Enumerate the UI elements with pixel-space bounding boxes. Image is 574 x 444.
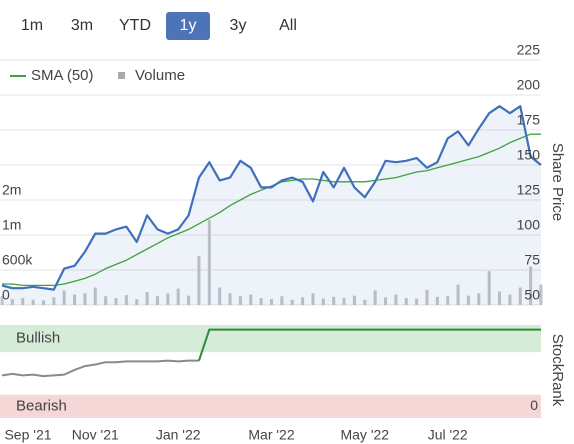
volume-bar	[176, 288, 180, 305]
x-tick-label: Jan '22	[156, 427, 201, 443]
range-button[interactable]: 3y	[229, 17, 247, 34]
volume-bar	[342, 298, 346, 305]
volume-bar	[363, 299, 367, 305]
volume-bar	[352, 295, 356, 305]
volume-bar	[280, 296, 284, 305]
legend-swatch	[118, 72, 125, 79]
y2-tick-label: 2m	[2, 182, 21, 198]
volume-bar	[31, 299, 35, 305]
price-line	[1, 105, 542, 291]
range-button[interactable]: 1m	[20, 17, 44, 34]
volume-bar	[529, 266, 533, 305]
range-button[interactable]: 3m	[70, 17, 94, 34]
volume-bar	[539, 284, 543, 305]
rank-line	[1, 359, 199, 378]
legend-label: Volume	[135, 67, 185, 84]
volume-bar	[477, 293, 481, 305]
volume-bar	[456, 284, 460, 305]
volume-bar	[218, 287, 222, 305]
volume-bar	[332, 296, 336, 305]
volume-bar	[135, 299, 139, 305]
y-tick-label: 50	[524, 287, 540, 303]
volume-bar	[425, 289, 429, 305]
range-button[interactable]: All	[279, 17, 297, 34]
volume-bar	[446, 296, 450, 305]
volume-bar	[166, 293, 170, 305]
y2-tick-label: 600k	[2, 252, 33, 268]
sma-line	[2, 133, 541, 287]
volume-bar	[73, 294, 77, 305]
volume-bar	[124, 295, 128, 305]
x-tick-label: Mar '22	[248, 427, 294, 443]
volume-bar	[41, 300, 45, 305]
volume-bar	[197, 256, 201, 305]
volume-bar	[83, 293, 87, 305]
volume-bar	[518, 287, 522, 305]
range-buttons: 1m 3m YTD 1y 3y All	[10, 12, 310, 40]
rank-line	[197, 328, 541, 361]
axis-title: Share Price	[549, 143, 566, 221]
x-tick-label: Sep '21	[4, 427, 51, 443]
volume-bar	[238, 296, 242, 305]
volume-bar	[415, 298, 419, 305]
volume-bar	[21, 298, 25, 305]
volume-bar	[321, 298, 325, 305]
volume-bar	[290, 299, 294, 305]
y2-tick-label: 0	[2, 287, 10, 303]
volume-bar	[498, 291, 502, 305]
volume-bar	[466, 295, 470, 305]
legend-label: SMA (50)	[31, 67, 94, 84]
y-tick-label: 225	[517, 42, 541, 58]
range-button[interactable]: YTD	[119, 17, 151, 34]
y2-tick-label: 1m	[2, 217, 21, 233]
axis-title: StockRank	[549, 334, 566, 407]
volume-bar	[259, 298, 263, 305]
y-tick-label: 100	[517, 217, 541, 233]
x-tick-label: May '22	[340, 427, 389, 443]
volume-bar	[10, 299, 14, 305]
volume-bar	[114, 298, 118, 305]
volume-bar	[145, 292, 149, 305]
y-tick-label: 175	[517, 112, 541, 128]
volume-bar	[93, 287, 97, 305]
volume-bar	[311, 293, 315, 305]
volume-bar	[508, 294, 512, 305]
x-tick-label: Jul '22	[428, 427, 468, 443]
volume-bar	[384, 297, 388, 305]
y-tick-label: 0	[530, 397, 538, 413]
volume-bar	[228, 293, 232, 305]
volume-bar	[104, 296, 108, 305]
volume-bar	[207, 219, 211, 305]
y-tick-label: 75	[524, 252, 540, 268]
volume-bar	[249, 294, 253, 305]
volume-bar	[301, 297, 305, 305]
volume-bar	[487, 271, 491, 305]
plot-area	[0, 50, 541, 305]
volume-bar	[0, 296, 4, 305]
range-button[interactable]: 1y	[166, 12, 210, 40]
volume-bar	[187, 295, 191, 305]
volume-bar	[373, 290, 377, 305]
volume-bar	[404, 298, 408, 305]
volume-bar	[394, 294, 398, 305]
x-tick-label: Nov '21	[72, 427, 119, 443]
volume-bar	[62, 290, 66, 305]
band-label: Bearish	[16, 397, 67, 414]
volume-bar	[435, 296, 439, 305]
volume-bar	[52, 297, 56, 305]
band-label: Bullish	[16, 330, 60, 347]
volume-bar	[155, 296, 159, 305]
y-tick-label: 150	[517, 147, 541, 163]
band	[0, 394, 541, 418]
y-tick-label: 125	[517, 182, 541, 198]
volume-bar	[270, 299, 273, 305]
y-tick-label: 200	[517, 77, 541, 93]
